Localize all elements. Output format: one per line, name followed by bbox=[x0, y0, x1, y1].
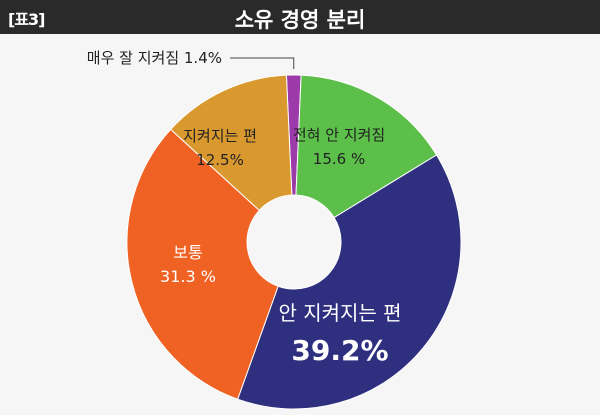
chart-header: [표3] 소유 경영 분리 bbox=[0, 0, 600, 34]
slice-label-0: 매우 잘 지켜짐 1.4% bbox=[87, 49, 222, 67]
slice-value-1: 15.6 % bbox=[313, 150, 365, 168]
slice-value-4: 12.5% bbox=[196, 151, 244, 169]
figure-tag: [표3] bbox=[8, 10, 45, 29]
chart-title: 소유 경영 분리 bbox=[234, 8, 366, 32]
slice-1 bbox=[295, 74, 438, 219]
slice-label-1: 전혀 안 지켜짐 bbox=[293, 126, 385, 144]
slice-4 bbox=[169, 74, 293, 212]
slice-value-3: 31.3 % bbox=[160, 267, 216, 286]
slice-3 bbox=[126, 128, 279, 400]
slice-2 bbox=[237, 154, 462, 410]
slice-value-2: 39.2% bbox=[291, 334, 388, 367]
slice-label-4: 지켜지는 편 bbox=[183, 127, 257, 145]
slice-label-3: 보통 bbox=[173, 243, 202, 262]
leader-line bbox=[230, 57, 295, 70]
slice-label-2: 안 지켜지는 편 bbox=[278, 301, 401, 325]
donut-chart: 매우 잘 지켜짐 1.4% 전혀 안 지켜짐 15.6 % 안 지켜지는 편 39.2%… bbox=[87, 49, 462, 410]
